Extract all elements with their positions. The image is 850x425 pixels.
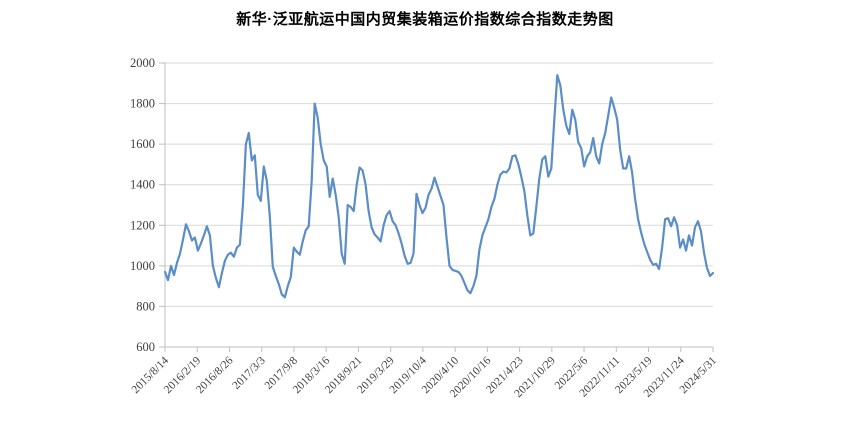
y-axis-label-1000: 1000 <box>130 259 155 273</box>
y-axis-label-800: 800 <box>136 299 155 313</box>
y-axis-label-1800: 1800 <box>130 97 155 111</box>
y-axis-label-600: 600 <box>136 340 155 354</box>
x-axis-label-3: 2017/3/3 <box>230 354 268 392</box>
chart-title: 新华·泛亚航运中国内贸集装箱运价指数综合指数走势图 <box>236 11 614 28</box>
y-axis-label-1400: 1400 <box>130 178 155 192</box>
freight-index-line <box>163 74 715 299</box>
y-axis-label-1200: 1200 <box>130 218 155 232</box>
y-axis-label-2000: 2000 <box>130 56 155 70</box>
y-axis-label-1600: 1600 <box>130 137 155 151</box>
